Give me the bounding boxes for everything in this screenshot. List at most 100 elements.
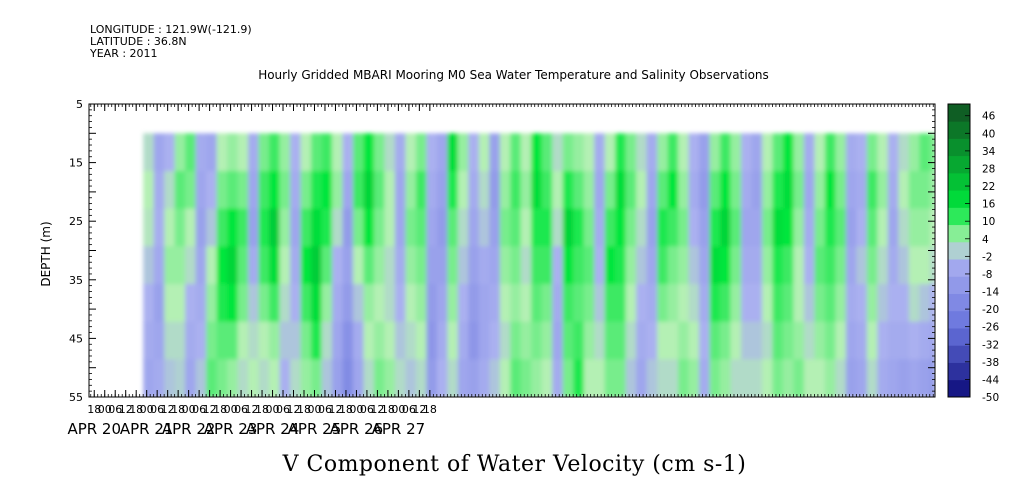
heatmap-cell bbox=[762, 208, 774, 247]
colorbar-band bbox=[948, 362, 970, 381]
heatmap-cell bbox=[195, 208, 207, 247]
colorbar-tick-label: -26 bbox=[982, 322, 999, 334]
heatmap-cell bbox=[405, 208, 417, 247]
heatmap-cell bbox=[510, 246, 522, 285]
heatmap-cell bbox=[185, 208, 197, 247]
heatmap-cell bbox=[699, 133, 711, 172]
heatmap-cell bbox=[845, 284, 857, 323]
heatmap-cell bbox=[866, 359, 878, 397]
heatmap-cell bbox=[678, 359, 690, 397]
heatmap-cell bbox=[153, 171, 165, 210]
heatmap-cell bbox=[342, 321, 354, 360]
heatmap-cell bbox=[919, 246, 931, 285]
heatmap-cell bbox=[919, 208, 931, 247]
heatmap-cell bbox=[342, 359, 354, 397]
heatmap-cell bbox=[290, 208, 302, 247]
heatmap-cell bbox=[384, 246, 396, 285]
heatmap-cell bbox=[321, 321, 333, 360]
heatmap-cell bbox=[646, 359, 658, 397]
heatmap-cell bbox=[405, 246, 417, 285]
heatmap-cell bbox=[594, 359, 606, 397]
heatmap-cell bbox=[321, 246, 333, 285]
heatmap-cell bbox=[541, 246, 553, 285]
colorbar-band bbox=[948, 293, 970, 312]
heatmap-cell bbox=[164, 284, 176, 323]
heatmap-cell bbox=[143, 321, 155, 360]
heatmap-cell bbox=[258, 359, 270, 397]
heatmap-cell bbox=[332, 359, 344, 397]
heatmap-cell bbox=[342, 284, 354, 323]
heatmap-cell bbox=[447, 284, 459, 323]
heatmap-cell bbox=[394, 133, 406, 172]
heatmap-cell bbox=[657, 284, 669, 323]
heatmap-cell bbox=[646, 321, 658, 360]
heatmap-cell bbox=[258, 171, 270, 210]
heatmap-cell bbox=[678, 133, 690, 172]
heatmap-cell bbox=[311, 321, 323, 360]
heatmap-cell bbox=[583, 208, 595, 247]
heatmap-cell bbox=[489, 246, 501, 285]
heatmap-cell bbox=[678, 171, 690, 210]
heatmap-cell bbox=[531, 133, 543, 172]
heatmap-cell bbox=[583, 321, 595, 360]
heatmap-cell bbox=[709, 133, 721, 172]
heatmap-cell bbox=[352, 171, 364, 210]
heatmap-cell bbox=[237, 246, 249, 285]
heatmap-cell bbox=[541, 284, 553, 323]
heatmap-cell bbox=[625, 321, 637, 360]
heatmap-cell bbox=[594, 133, 606, 172]
heatmap-cell bbox=[436, 321, 448, 360]
heatmap-cell bbox=[908, 171, 920, 210]
x-hour-tick-label: 06 bbox=[108, 403, 122, 416]
heatmap-cell bbox=[636, 208, 648, 247]
heatmap-cell bbox=[856, 133, 868, 172]
x-hour-tick-label: 12 bbox=[119, 403, 133, 416]
heatmap-cell bbox=[457, 208, 469, 247]
heatmap-cell bbox=[856, 284, 868, 323]
heatmap-cell bbox=[730, 246, 742, 285]
x-day-label: APR 26 bbox=[330, 420, 384, 438]
heatmap-cell bbox=[782, 284, 794, 323]
heatmap-cell bbox=[814, 208, 826, 247]
heatmap-cell bbox=[363, 359, 375, 397]
heatmap-cell bbox=[793, 321, 805, 360]
heatmap-cell bbox=[625, 359, 637, 397]
heatmap-cell bbox=[290, 171, 302, 210]
heatmap-cell bbox=[174, 359, 186, 397]
heatmap-cell bbox=[814, 321, 826, 360]
heatmap-cell bbox=[373, 246, 385, 285]
heatmap-cell bbox=[332, 321, 344, 360]
heatmap-cell bbox=[919, 284, 931, 323]
heatmap-cell bbox=[814, 246, 826, 285]
heatmap-cell bbox=[688, 133, 700, 172]
heatmap-cells bbox=[143, 133, 935, 397]
heatmap-cell bbox=[583, 133, 595, 172]
heatmap-cell bbox=[447, 321, 459, 360]
heatmap-cell bbox=[803, 133, 815, 172]
heatmap-cell bbox=[510, 171, 522, 210]
heatmap-cell bbox=[835, 359, 847, 397]
heatmap-cell bbox=[678, 208, 690, 247]
heatmap-cell bbox=[657, 171, 669, 210]
x-hour-tick-label: 06 bbox=[234, 403, 248, 416]
heatmap-cell bbox=[824, 208, 836, 247]
heatmap-cell bbox=[332, 133, 344, 172]
heatmap-cell bbox=[657, 321, 669, 360]
colorbar-tick-label: -8 bbox=[982, 269, 992, 281]
heatmap-cell bbox=[531, 321, 543, 360]
heatmap-cell bbox=[898, 208, 910, 247]
heatmap-cell bbox=[447, 171, 459, 210]
heatmap-cell bbox=[332, 284, 344, 323]
heatmap-cell bbox=[290, 321, 302, 360]
heatmap-cell bbox=[636, 321, 648, 360]
heatmap-cell bbox=[520, 246, 532, 285]
heatmap-cell bbox=[499, 208, 511, 247]
heatmap-cell bbox=[772, 321, 784, 360]
heatmap-cell bbox=[311, 284, 323, 323]
heatmap-cell bbox=[772, 208, 784, 247]
heatmap-cell bbox=[678, 284, 690, 323]
heatmap-cell bbox=[363, 133, 375, 172]
variable-label: V Component of Water Velocity (cm s-1) bbox=[282, 452, 747, 477]
